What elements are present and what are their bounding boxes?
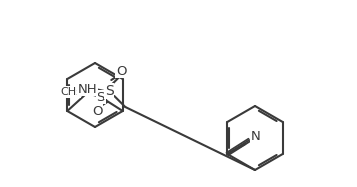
Text: CH₃: CH₃ bbox=[60, 87, 81, 97]
Text: O: O bbox=[92, 105, 102, 117]
Text: NH: NH bbox=[77, 82, 97, 96]
Text: N: N bbox=[250, 130, 260, 142]
Text: O: O bbox=[116, 65, 126, 77]
Text: S: S bbox=[96, 91, 105, 103]
Text: S: S bbox=[105, 84, 114, 98]
